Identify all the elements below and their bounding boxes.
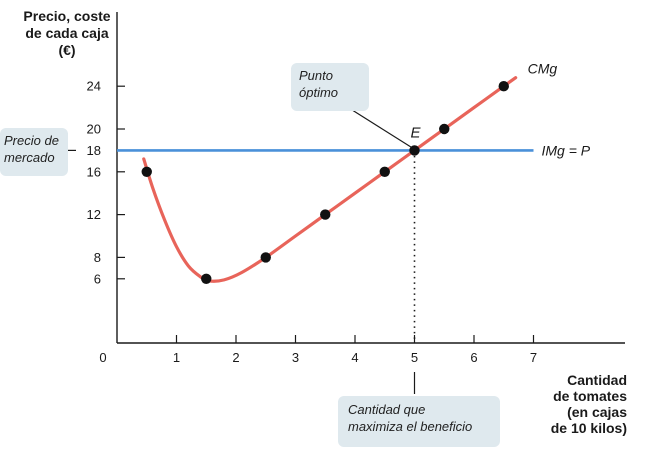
data-point bbox=[260, 252, 271, 263]
y-axis-label-line: Precio, coste bbox=[23, 8, 111, 24]
optimal-point-callout: Punto óptimo bbox=[291, 63, 369, 111]
callout-line: Punto bbox=[299, 68, 333, 83]
y-axis-label-line: de cada caja bbox=[25, 25, 109, 41]
x-tick-label: 7 bbox=[530, 350, 537, 365]
x-tick-label: 2 bbox=[232, 350, 239, 365]
y-tick-label: 24 bbox=[87, 79, 101, 94]
market-price-callout: Precio de mercado bbox=[0, 128, 68, 176]
x-axis-label-line: (en cajas bbox=[567, 404, 627, 420]
optimum-label: E bbox=[411, 124, 422, 141]
optimum-leader bbox=[348, 107, 412, 148]
series-label-cmg: CMg bbox=[528, 61, 558, 77]
x-axis-label-line: de tomates bbox=[553, 388, 627, 404]
y-tick-label: 18 bbox=[87, 143, 101, 158]
y-tick-label: 16 bbox=[87, 164, 101, 179]
callout-line: Cantidad que bbox=[348, 402, 426, 417]
y-axis-label-line: (€) bbox=[58, 42, 76, 58]
x-tick-label: 1 bbox=[173, 350, 180, 365]
data-point bbox=[320, 209, 331, 220]
callout-line: óptimo bbox=[299, 85, 339, 100]
data-point bbox=[141, 166, 152, 177]
y-axis-label: Precio, coste de cada caja (€) bbox=[8, 8, 126, 59]
x-axis-label-line: Cantidad bbox=[567, 372, 627, 388]
data-point bbox=[379, 166, 390, 177]
data-point bbox=[498, 81, 509, 92]
x-tick-label: 0 bbox=[99, 350, 106, 365]
callout-line: maximiza el beneficio bbox=[348, 419, 473, 434]
profit-quantity-callout: Cantidad que maximiza el beneficio bbox=[338, 396, 500, 447]
x-tick-label: 4 bbox=[351, 350, 358, 365]
x-tick-label: 3 bbox=[292, 350, 299, 365]
y-tick-label: 6 bbox=[94, 271, 101, 286]
data-point bbox=[409, 145, 420, 156]
series-label-img: IMg = P bbox=[542, 142, 591, 158]
x-tick-label: 6 bbox=[470, 350, 477, 365]
data-point bbox=[201, 273, 212, 284]
x-tick-label: 5 bbox=[411, 350, 418, 365]
callout-line: Precio de bbox=[4, 133, 59, 148]
callout-line: mercado bbox=[4, 150, 55, 165]
x-axis-label-line: de 10 kilos) bbox=[550, 420, 627, 436]
data-point bbox=[439, 123, 450, 135]
y-tick-label: 8 bbox=[94, 250, 101, 265]
y-tick-label: 20 bbox=[87, 122, 101, 137]
x-axis-label: Cantidad de tomates (en cajas de 10 kilo… bbox=[515, 372, 627, 436]
y-tick-label: 12 bbox=[87, 207, 101, 222]
